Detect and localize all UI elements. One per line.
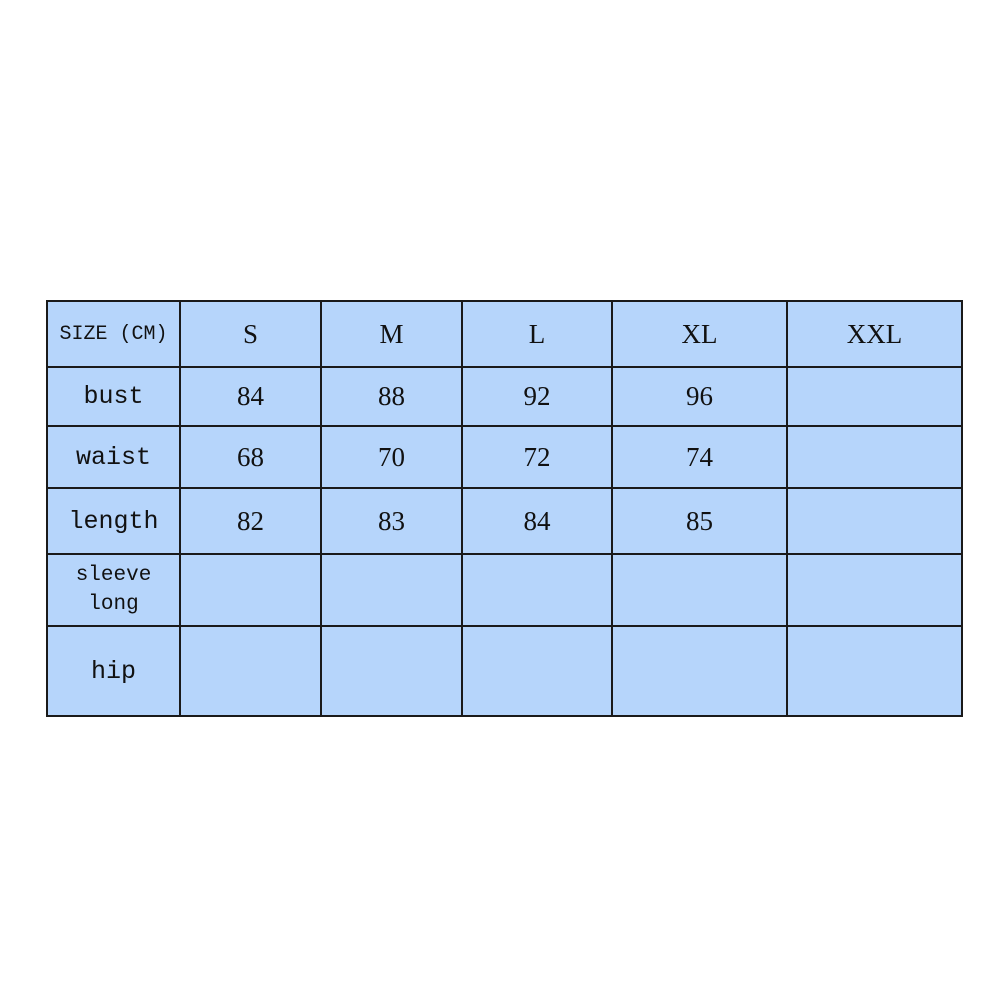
table-cell [786, 625, 963, 717]
table-cell: 84 [179, 366, 322, 427]
table-cell [786, 425, 963, 489]
row-label: length [46, 487, 181, 555]
table-cell [611, 553, 788, 627]
row-label: hip [46, 625, 181, 717]
table-cell [320, 553, 463, 627]
table-cell [179, 553, 322, 627]
table-row: length 82 83 84 85 [46, 487, 963, 555]
table-cell: 92 [461, 366, 613, 427]
table-row: sleeve long [46, 553, 963, 627]
table-cell: 85 [611, 487, 788, 555]
table-cell [786, 553, 963, 627]
table-cell [320, 625, 463, 717]
table-row: waist 68 70 72 74 [46, 425, 963, 489]
table-cell: 72 [461, 425, 613, 489]
size-chart-table: SIZE (CM) S M L XL XXL bust 84 88 92 96 … [46, 300, 963, 717]
header-cell: L [461, 300, 613, 368]
table-cell: 83 [320, 487, 463, 555]
table-cell: 70 [320, 425, 463, 489]
table-cell: 96 [611, 366, 788, 427]
table-cell [786, 366, 963, 427]
header-cell: XL [611, 300, 788, 368]
row-label-line: sleeve [75, 564, 152, 587]
header-cell: SIZE (CM) [46, 300, 181, 368]
header-cell: M [320, 300, 463, 368]
table-cell [611, 625, 788, 717]
header-row: SIZE (CM) S M L XL XXL [46, 300, 963, 368]
table-cell [461, 625, 613, 717]
table-cell [461, 553, 613, 627]
table-cell: 84 [461, 487, 613, 555]
header-cell: XXL [786, 300, 963, 368]
table-cell: 88 [320, 366, 463, 427]
table-cell: 82 [179, 487, 322, 555]
table-row: hip [46, 625, 963, 717]
row-label: sleeve long [46, 553, 181, 627]
row-label: waist [46, 425, 181, 489]
row-label-line: long [88, 593, 139, 616]
table-cell [179, 625, 322, 717]
header-cell: S [179, 300, 322, 368]
table-cell: 74 [611, 425, 788, 489]
table-cell: 68 [179, 425, 322, 489]
row-label: bust [46, 366, 181, 427]
table-cell [786, 487, 963, 555]
table-row: bust 84 88 92 96 [46, 366, 963, 427]
